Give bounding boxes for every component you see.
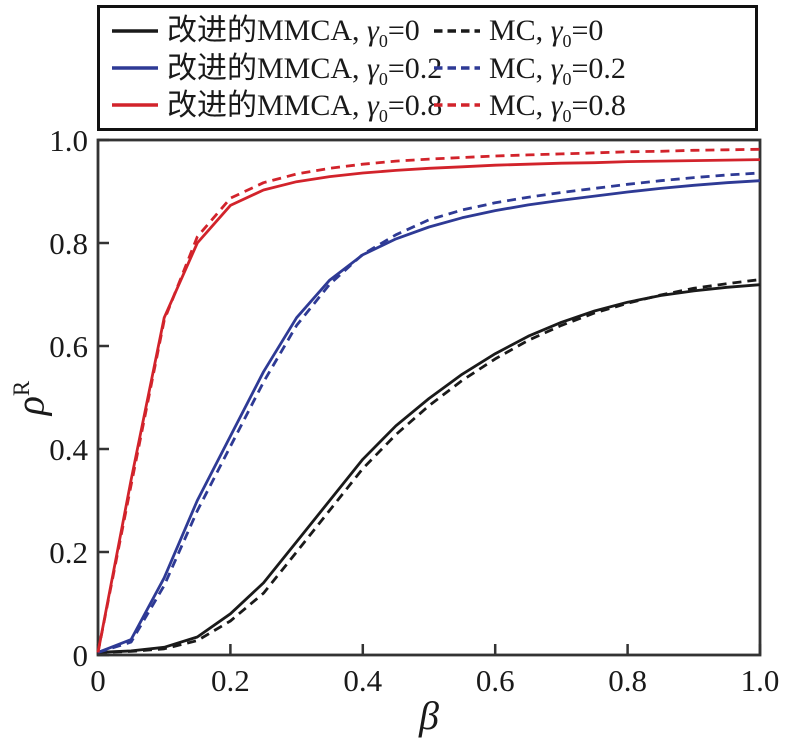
legend-entry-label: 改进的MMCA, γ0=0.8 [167,88,443,126]
x-tick-label: 1.0 [741,663,780,698]
y-axis-label-superscript: R [9,380,35,397]
solid-line-swatch [112,103,158,107]
gamma-symbol: γ [550,51,563,85]
x-tick-label: 0.4 [343,663,382,698]
gamma-symbol: γ [367,51,379,85]
legend-entry-MC-0.2: MC, γ0=0.2 [432,51,751,89]
solid-line-swatch [112,66,158,70]
gamma-subscript: 0 [562,105,572,126]
legend-entry-label: MC, γ0=0 [489,14,604,52]
gamma-symbol: γ [550,88,563,122]
gamma-subscript: 0 [562,68,572,89]
gamma-subscript: 0 [378,31,388,52]
legend-entry-改进的MMCA-0.2: 改进的MMCA, γ0=0.2 [110,52,442,88]
y-tick-label: 0.6 [49,329,88,364]
gamma-symbol: γ [367,14,379,48]
y-tick-label: 0.8 [49,226,88,261]
curve-mmca-g08 [96,158,761,653]
legend-row: 改进的MMCA, γ0=0.8 MC, γ0=0.8 [110,88,751,126]
solid-line-swatch [112,29,158,33]
legend-row: 改进的MMCA, γ0=0 MC, γ0=0 [110,14,751,52]
x-tick-label: 0.2 [211,663,250,698]
gamma-symbol: γ [550,14,563,48]
x-tick-label: 0.8 [608,663,647,698]
y-tick-label: 0 [73,638,89,673]
gamma-subscript: 0 [378,105,388,126]
curve-mmca-g02 [97,179,761,654]
curve-mmca-g0 [97,283,761,654]
dashed-line-swatch [434,103,480,107]
y-tick-label: 1.0 [49,123,88,158]
legend: 改进的MMCA, γ0=0 MC, γ0=0 改进的MMCA, γ0=0.2 MC, … [97,5,758,131]
x-axis-label: β [98,692,760,738]
curve-mc-g02 [97,171,761,654]
curve-mc-g0 [97,278,761,654]
legend-entry-label: MC, γ0=0.8 [489,88,626,126]
x-tick-label: 0.6 [476,663,515,698]
curve-mc-g08 [96,147,761,653]
x-axis-label-text: β [419,693,439,738]
legend-entry-label: 改进的MMCA, γ0=0 [167,14,420,52]
dashed-line-swatch [434,66,480,70]
gamma-symbol: γ [367,88,379,122]
x-tick-label: 0 [90,663,106,698]
legend-entry-label: MC, γ0=0.2 [489,51,626,89]
legend-row: 改进的MMCA, γ0=0.2 MC, γ0=0.2 [110,51,751,89]
legend-entry-MC-0: MC, γ0=0 [432,14,751,52]
plot-frame [96,138,762,657]
y-tick-label: 0.4 [49,432,88,467]
y-axis-label-symbol: ρ [7,396,53,416]
dashed-line-swatch [434,29,480,33]
y-axis-label: ρR [7,381,54,416]
legend-entry-改进的MMCA-0.8: 改进的MMCA, γ0=0.8 [110,89,442,125]
legend-entry-改进的MMCA-0: 改进的MMCA, γ0=0 [110,14,432,52]
y-tick-label: 0.2 [49,535,88,570]
legend-entry-MC-0.8: MC, γ0=0.8 [432,88,751,126]
gamma-subscript: 0 [562,31,572,52]
gamma-subscript: 0 [378,68,388,89]
legend-entry-label: 改进的MMCA, γ0=0.2 [167,51,443,89]
